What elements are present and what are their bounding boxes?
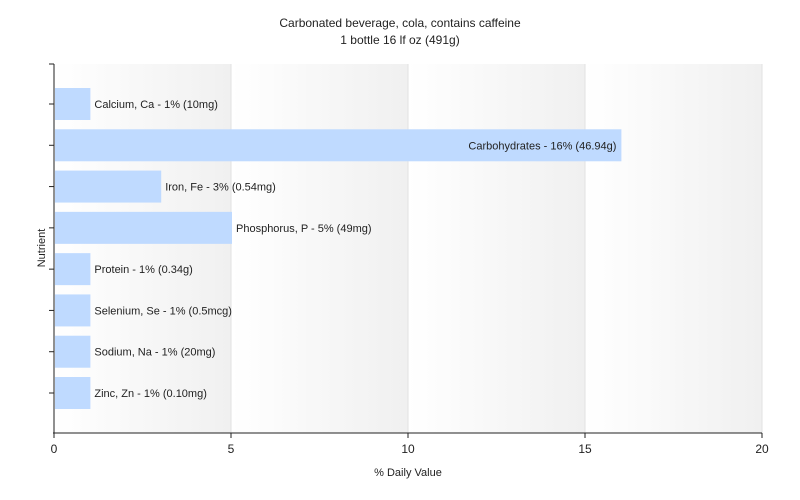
bar xyxy=(55,335,91,368)
x-tick-label: 20 xyxy=(755,442,769,456)
plot-band xyxy=(54,64,231,433)
data-label: Carbohydrates - 16% (46.94g) xyxy=(468,140,616,152)
plot-background xyxy=(54,64,762,433)
bar xyxy=(55,211,232,244)
bar xyxy=(55,88,91,120)
bar xyxy=(55,170,162,203)
data-label: Zinc, Zn - 1% (0.10mg) xyxy=(94,388,206,400)
plot-band xyxy=(231,64,408,433)
plot-band xyxy=(408,64,585,433)
data-label: Iron, Fe - 3% (0.54mg) xyxy=(165,182,276,194)
y-axis-title: Nutrient xyxy=(36,229,48,268)
chart-subtitle: 1 bottle 16 lf oz (491g) xyxy=(340,33,459,47)
data-label: Calcium, Ca - 1% (10mg) xyxy=(94,99,217,111)
grid-lines xyxy=(230,64,763,433)
data-label: Selenium, Se - 1% (0.5mcg) xyxy=(94,305,232,317)
bars xyxy=(55,88,622,409)
x-tick-label: 15 xyxy=(578,442,592,456)
bar xyxy=(55,377,91,409)
data-label: Sodium, Na - 1% (20mg) xyxy=(94,347,215,359)
bar xyxy=(55,294,91,327)
axes: 0 5 10 15 20 xyxy=(49,63,769,456)
x-tick-label: 0 xyxy=(51,442,58,456)
data-labels: Calcium, Ca - 1% (10mg) Carbohydrates - 1… xyxy=(94,99,616,400)
x-tick-label: 10 xyxy=(401,442,415,456)
bar xyxy=(55,253,91,286)
data-label: Protein - 1% (0.34g) xyxy=(94,264,192,276)
bar xyxy=(55,129,622,162)
data-label: Phosphorus, P - 5% (49mg) xyxy=(236,223,372,235)
chart-title: Carbonated beverage, cola, contains caff… xyxy=(279,16,521,30)
x-tick-label: 5 xyxy=(228,442,235,456)
x-axis-title: % Daily Value xyxy=(374,467,442,479)
plot-band xyxy=(585,64,762,433)
